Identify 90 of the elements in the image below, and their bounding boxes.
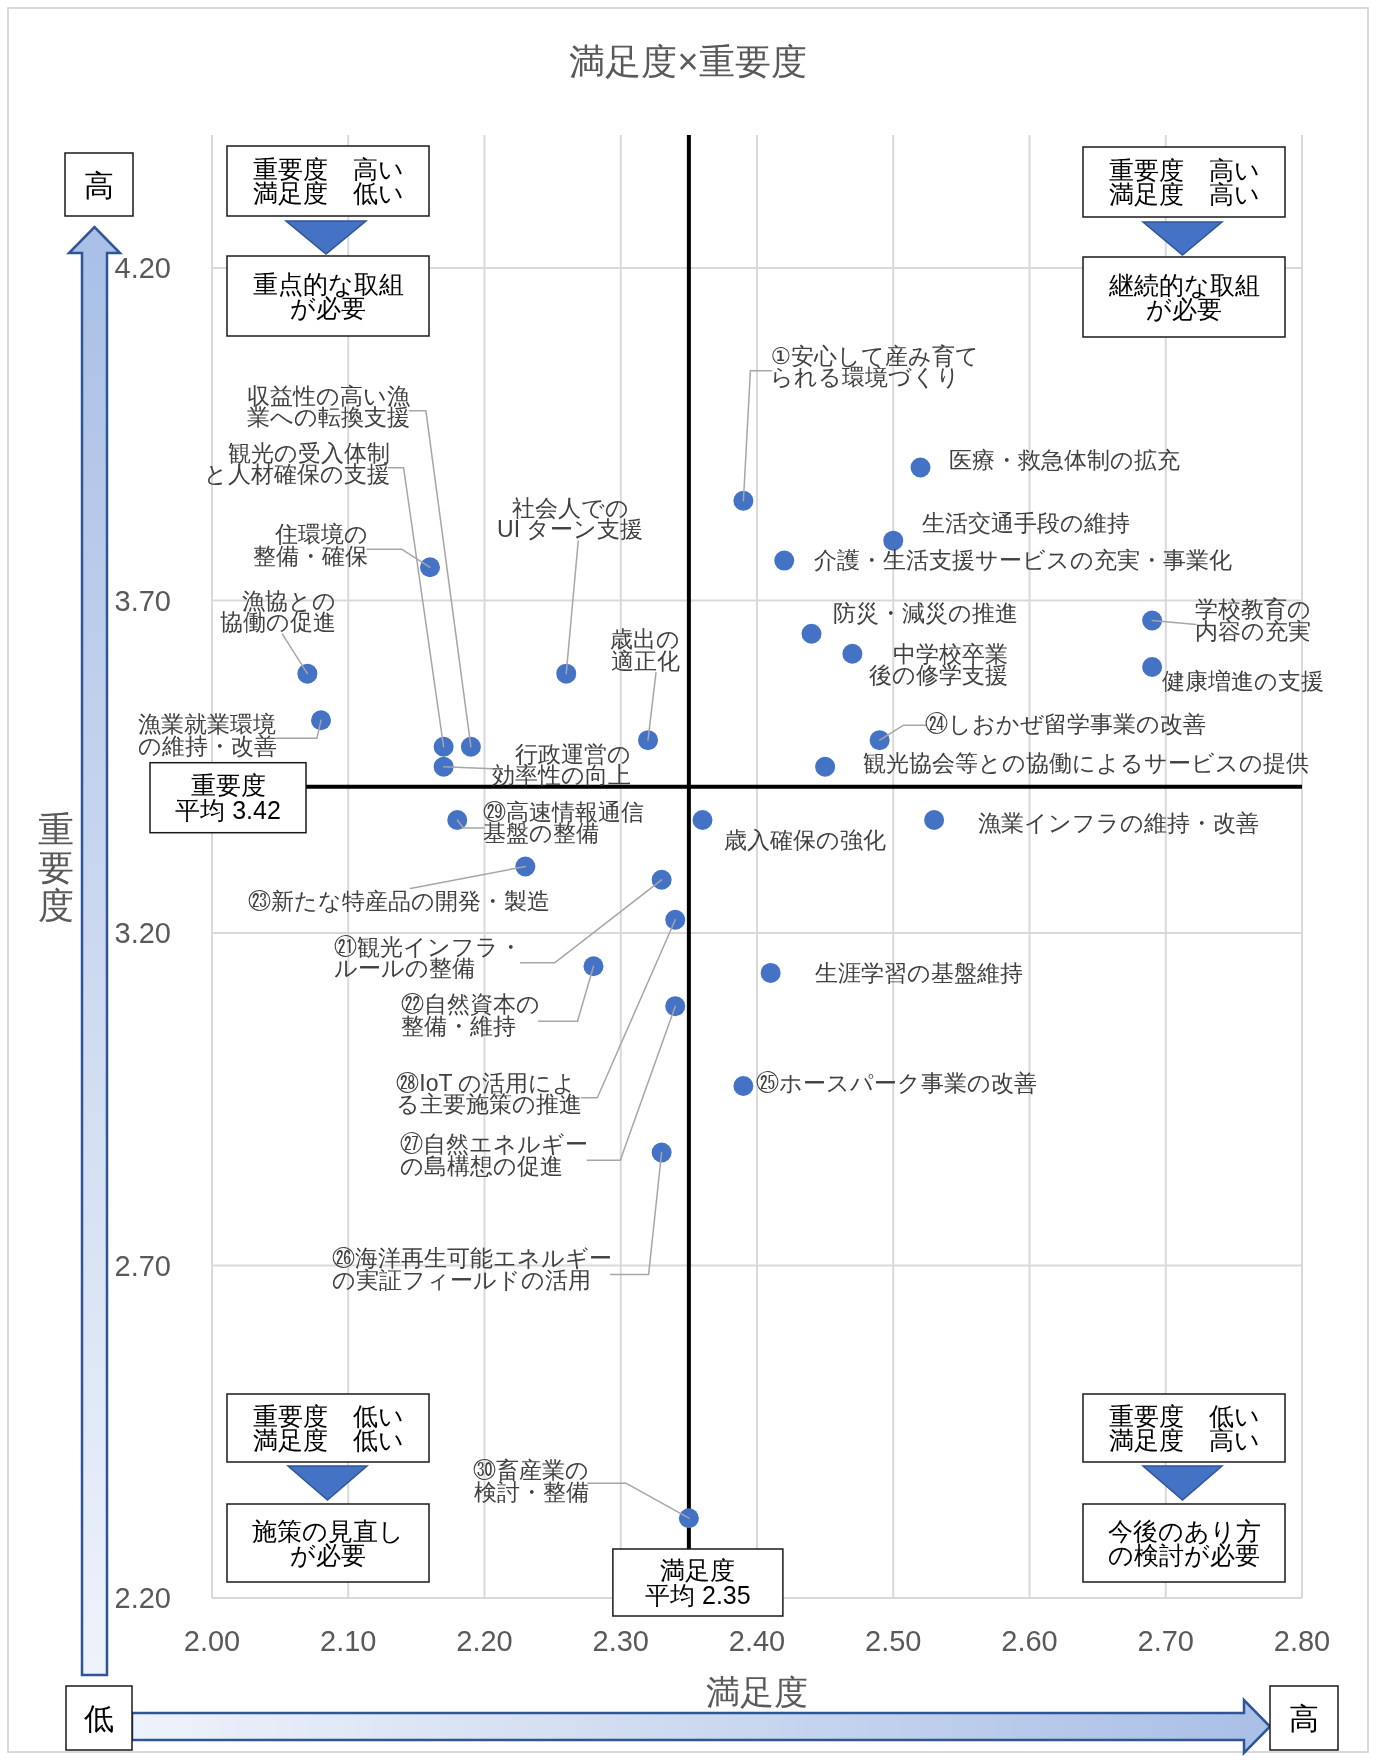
point bbox=[869, 730, 890, 751]
x-tick-label: 2.70 bbox=[1137, 1625, 1194, 1657]
x-tick-label: 2.10 bbox=[320, 1625, 377, 1657]
annotation: 歳入確保の強化 bbox=[723, 826, 886, 853]
point bbox=[842, 643, 863, 664]
point bbox=[433, 736, 454, 757]
ref-line-label: 満足度平均 2.35 bbox=[645, 1556, 751, 1609]
annotation: 重要度 高い満足度 高い bbox=[1108, 155, 1260, 209]
text: 高 bbox=[1289, 1701, 1319, 1735]
point bbox=[1142, 610, 1163, 631]
annotation: 重要度 高い満足度 低い bbox=[252, 154, 404, 208]
x-tick-label: 2.00 bbox=[183, 1625, 241, 1657]
annotation: ㉔しおかぜ留学事業の改善 bbox=[924, 711, 1206, 738]
point bbox=[460, 736, 481, 757]
x-tick-label: 2.30 bbox=[592, 1625, 649, 1657]
annotation: 今後のあり方の検討が必要 bbox=[1107, 1516, 1261, 1570]
annotation: ㉙高速情報通信基盤の整備 bbox=[483, 798, 645, 847]
annotation: 生涯学習の基盤維持 bbox=[814, 959, 1023, 986]
annotation: 漁業就業環境の維持・改善 bbox=[137, 711, 277, 759]
annotation: 社会人でのUI ターン支援 bbox=[497, 494, 644, 543]
point bbox=[815, 756, 836, 777]
annotation: 重要度 低い満足度 高い bbox=[1108, 1401, 1260, 1455]
point bbox=[760, 962, 781, 983]
ref-line-label: 重要度平均 3.42 bbox=[175, 771, 281, 825]
annotation: ㉘IoT の活用による主要施策の推進 bbox=[396, 1069, 583, 1118]
point bbox=[447, 809, 468, 830]
point bbox=[665, 909, 686, 930]
point bbox=[801, 623, 822, 644]
point bbox=[297, 663, 318, 684]
annotation: 漁協との協働の促進 bbox=[220, 587, 337, 636]
annotation: 重要度 低い満足度 低い bbox=[252, 1401, 404, 1455]
annotation: ㉕ホースパーク事業の改善 bbox=[756, 1069, 1038, 1096]
annotation: 介護・生活支援サービスの充実・事業化 bbox=[814, 546, 1233, 573]
point bbox=[583, 956, 604, 977]
point bbox=[1142, 657, 1163, 677]
text: 低 bbox=[84, 1701, 114, 1735]
annotation: ㉗自然エネルギーの島構想の促進 bbox=[400, 1131, 589, 1179]
annotation: 観光協会等との協働によるサービスの提供 bbox=[863, 749, 1310, 776]
point bbox=[433, 756, 454, 777]
annotation: 収益性の高い漁業への転換支援 bbox=[247, 382, 411, 431]
point bbox=[420, 557, 440, 578]
annotation: 行政運営の効率性の向上 bbox=[491, 740, 631, 789]
annotation: ㉓新たな特産品の開発・製造 bbox=[248, 887, 551, 914]
annotation: 生活交通手段の維持 bbox=[922, 509, 1131, 536]
point bbox=[733, 490, 754, 511]
y-tick-label: 3.20 bbox=[114, 917, 171, 949]
text: 高 bbox=[84, 168, 114, 201]
annotation: 中学校卒業後の修学支援 bbox=[869, 640, 1009, 689]
annotation: 防災・減災の推進 bbox=[832, 599, 1018, 626]
annotation: 重点的な取組が必要 bbox=[252, 269, 404, 323]
annotation: 施策の見直しが必要 bbox=[252, 1516, 404, 1570]
annotation: ㉒自然資本の整備・維持 bbox=[400, 991, 540, 1039]
y-tick-label: 3.70 bbox=[114, 584, 171, 617]
annotation: 医療・救急体制の拡充 bbox=[948, 446, 1180, 473]
point bbox=[692, 809, 713, 830]
x-axis-title: 満足度 bbox=[706, 1673, 808, 1711]
x-tick-label: 2.40 bbox=[728, 1625, 786, 1657]
y-tick-label: 4.20 bbox=[114, 252, 171, 284]
point bbox=[924, 809, 945, 830]
point bbox=[733, 1075, 754, 1096]
point bbox=[638, 730, 658, 751]
annotation: ㉑観光インフラ・ルールの整備 bbox=[333, 933, 522, 982]
point bbox=[910, 457, 931, 478]
annotation: 健康増進の支援 bbox=[1162, 668, 1325, 694]
annotation: 学校教育の内容の充実 bbox=[1195, 596, 1312, 644]
y-tick-label: 2.20 bbox=[114, 1582, 171, 1614]
point bbox=[883, 530, 904, 551]
point bbox=[556, 663, 577, 684]
annotation: 住環境の整備・確保 bbox=[253, 521, 368, 569]
point bbox=[651, 1142, 672, 1163]
annotation: ㉚畜産業の検討・整備 bbox=[472, 1457, 589, 1505]
point bbox=[678, 1508, 699, 1529]
annotation: 観光の受入体制と人材確保の支援 bbox=[203, 439, 390, 488]
point bbox=[311, 710, 331, 731]
annotation: ①安心して産み育てられる環境づくり bbox=[770, 342, 979, 391]
point bbox=[651, 869, 672, 890]
x-tick-label: 2.20 bbox=[456, 1625, 513, 1657]
annotation: 漁業インフラの維持・改善 bbox=[978, 809, 1260, 836]
annotation: 継続的な取組が必要 bbox=[1107, 270, 1260, 324]
chart-title: 満足度×重要度 bbox=[569, 40, 807, 82]
point bbox=[665, 996, 686, 1017]
point bbox=[774, 550, 795, 571]
x-tick-label: 2.60 bbox=[1001, 1625, 1058, 1657]
x-tick-label: 2.80 bbox=[1273, 1625, 1331, 1657]
y-axis-title: 重要度 bbox=[38, 808, 74, 925]
x-tick-label: 2.50 bbox=[865, 1625, 922, 1657]
annotation: 歳出の適正化 bbox=[610, 626, 680, 674]
annotation: ㉖海洋再生可能エネルギーの実証フィールドの活用 bbox=[331, 1245, 612, 1293]
y-tick-label: 2.70 bbox=[114, 1249, 171, 1282]
point bbox=[515, 856, 536, 877]
